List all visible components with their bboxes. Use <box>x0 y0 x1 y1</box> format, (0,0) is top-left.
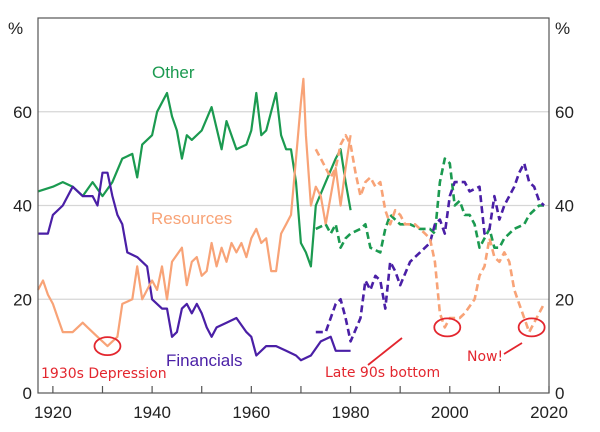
annotation-circle <box>433 317 462 338</box>
y-tick-label-right: 20 <box>555 290 574 309</box>
series-line-financials-dashed <box>315 162 545 343</box>
annotation-circle <box>93 336 122 357</box>
y-tick-label-right: 0 <box>555 384 564 403</box>
annotation-label: Now! <box>467 349 503 365</box>
series-label-resources: Resources <box>151 209 232 228</box>
annotation-pointer <box>367 337 403 366</box>
y-tick-label-right: 40 <box>555 197 574 216</box>
y-tick-label-left: 40 <box>13 197 32 216</box>
x-tick-label: 1920 <box>34 403 72 422</box>
x-tick-label: 2020 <box>530 403 568 422</box>
series-line-resources-dashed <box>314 133 546 334</box>
x-tick-label: 1960 <box>232 403 270 422</box>
series-label-other: Other <box>152 63 195 82</box>
series-line-resources-solid <box>37 77 352 348</box>
series-label-financials: Financials <box>166 351 243 370</box>
series-line-financials-solid <box>38 171 351 362</box>
y-tick-label-left: 20 <box>13 290 32 309</box>
plot-frame <box>37 17 550 394</box>
series-line-other-solid <box>37 91 352 268</box>
x-tick-label: 1940 <box>133 403 171 422</box>
series-line-other-dashed <box>315 157 544 254</box>
y-tick-label-left: 60 <box>13 103 32 122</box>
annotation-label: 1930s Depression <box>41 366 167 382</box>
y-tick-label-right: 60 <box>555 103 574 122</box>
annotation-label: Late 90s bottom <box>325 365 440 381</box>
x-tick-label: 2000 <box>431 403 469 422</box>
y-tick-label-left: 0 <box>23 384 32 403</box>
y-axis-unit-right: % <box>555 19 570 38</box>
annotation-circle <box>517 317 546 338</box>
y-axis-unit-left: % <box>8 19 23 38</box>
x-tick-label: 1980 <box>332 403 370 422</box>
annotation-pointer <box>503 342 523 355</box>
